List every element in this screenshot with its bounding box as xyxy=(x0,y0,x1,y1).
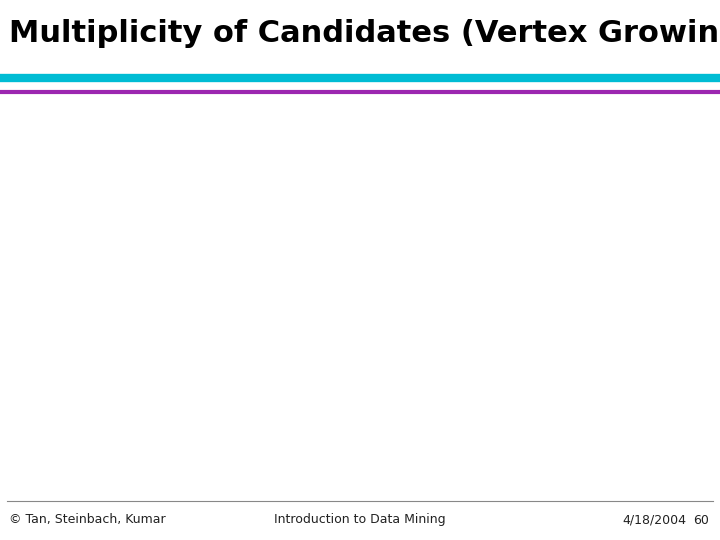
Text: 4/18/2004: 4/18/2004 xyxy=(623,514,687,526)
Text: Multiplicity of Candidates (Vertex Growing): Multiplicity of Candidates (Vertex Growi… xyxy=(9,19,720,48)
Text: Introduction to Data Mining: Introduction to Data Mining xyxy=(274,514,446,526)
Text: © Tan, Steinbach, Kumar: © Tan, Steinbach, Kumar xyxy=(9,514,166,526)
Text: 60: 60 xyxy=(693,514,709,526)
